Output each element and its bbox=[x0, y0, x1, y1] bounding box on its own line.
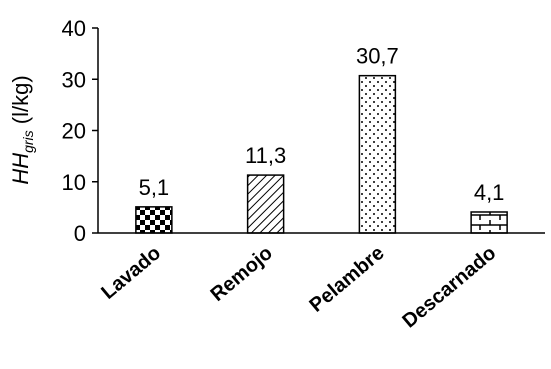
y-tick-label: 20 bbox=[62, 119, 86, 144]
bar-pelambre bbox=[358, 74, 397, 234]
data-label-pelambre: 30,7 bbox=[356, 44, 399, 69]
data-label-descarnado: 4,1 bbox=[474, 180, 505, 205]
bar-lavado bbox=[135, 206, 173, 234]
y-tick-label: 30 bbox=[62, 67, 86, 92]
data-label-lavado: 5,1 bbox=[139, 175, 170, 200]
y-axis: 0 10 20 30 40 bbox=[62, 16, 99, 246]
x-axis: Lavado Remojo Pelambre Descarnado bbox=[97, 232, 545, 332]
x-tick-label-lavado: Lavado bbox=[97, 242, 165, 304]
y-axis-label-unit: (l/kg) bbox=[8, 75, 33, 130]
y-axis-label-subscript: gris bbox=[20, 130, 36, 153]
y-tick-label: 0 bbox=[74, 221, 86, 246]
x-tick-label-remojo: Remojo bbox=[207, 242, 277, 306]
data-labels: 5,1 11,3 30,7 4,1 bbox=[139, 44, 505, 205]
y-axis-label: HHgris (l/kg) bbox=[8, 75, 36, 184]
bar-remojo bbox=[246, 174, 285, 234]
bar-descarnado bbox=[470, 211, 508, 234]
y-tick-label: 40 bbox=[62, 16, 86, 41]
y-axis-label-main: HH bbox=[8, 153, 33, 185]
x-tick-label-descarnado: Descarnado bbox=[398, 242, 500, 332]
x-tick-label-pelambre: Pelambre bbox=[305, 242, 388, 317]
bars bbox=[135, 74, 508, 234]
data-label-remojo: 11,3 bbox=[245, 143, 286, 168]
y-tick-label: 10 bbox=[62, 170, 86, 195]
